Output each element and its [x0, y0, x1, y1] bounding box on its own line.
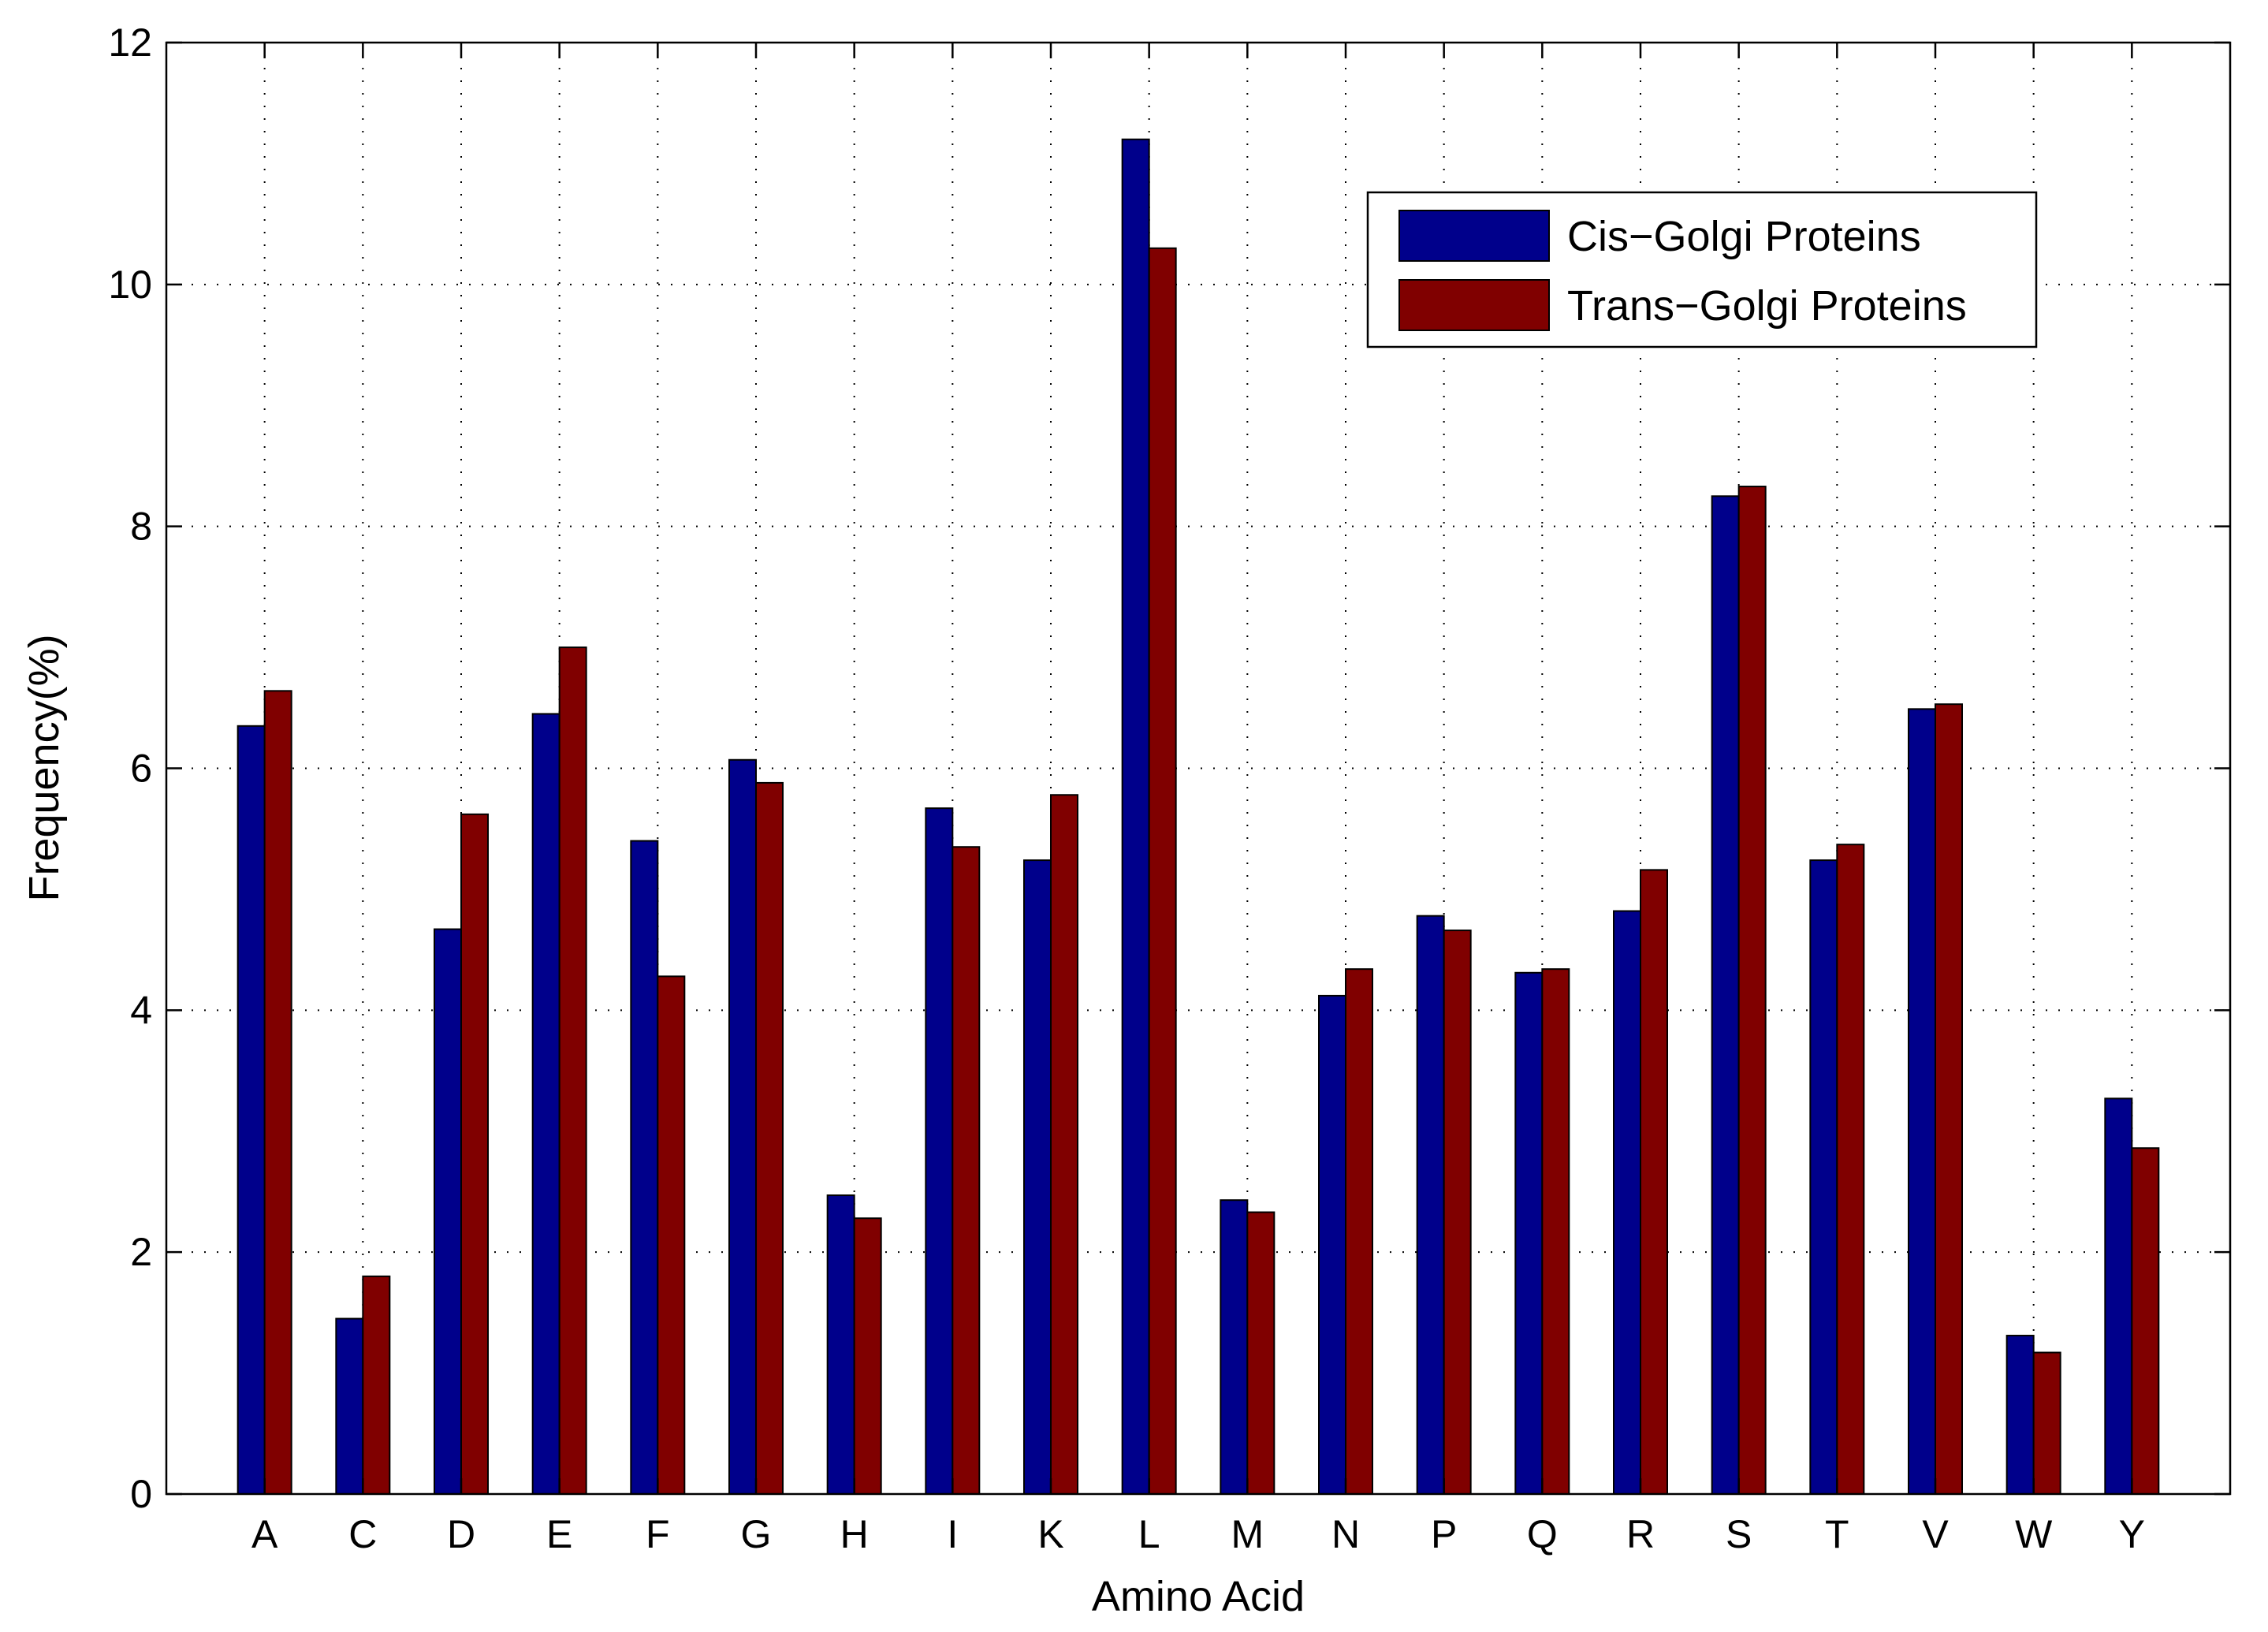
y-tick-label: 2	[130, 1230, 152, 1274]
x-tick-label: Y	[2119, 1512, 2145, 1556]
bar-cis-S	[1711, 495, 1740, 1495]
x-tick-label: S	[1726, 1512, 1752, 1556]
x-tick-label: R	[1626, 1512, 1655, 1556]
bar-trans-W	[2032, 1351, 2061, 1495]
bar-cis-M	[1220, 1199, 1249, 1495]
axis-ticks	[166, 41, 2230, 1496]
y-tick-label: 6	[130, 747, 152, 791]
bar-trans-P	[1443, 930, 1472, 1496]
y-tick-label: 4	[130, 988, 152, 1032]
legend-swatch-cis	[1398, 210, 1550, 262]
x-tick-label: A	[251, 1512, 278, 1556]
x-tick-label: N	[1331, 1512, 1360, 1556]
legend-label-trans: Trans−Golgi Proteins	[1567, 282, 1967, 330]
bar-cis-K	[1023, 859, 1052, 1495]
bar-trans-S	[1737, 486, 1767, 1495]
bar-trans-T	[1836, 844, 1865, 1495]
bar-trans-H	[853, 1217, 882, 1495]
x-tick-label: T	[1825, 1512, 1849, 1556]
bar-cis-T	[1809, 859, 1838, 1495]
bar-cis-E	[531, 713, 560, 1495]
bar-trans-V	[1935, 703, 1963, 1495]
x-axis-title: Amino Acid	[1092, 1573, 1305, 1620]
y-tick-label: 0	[130, 1472, 152, 1516]
bar-cis-C	[335, 1317, 364, 1495]
bars	[236, 138, 2160, 1496]
bar-cis-L	[1121, 138, 1150, 1496]
bar-cis-H	[826, 1194, 855, 1495]
bar-trans-M	[1246, 1211, 1276, 1496]
x-tick-label: M	[1231, 1512, 1264, 1556]
x-tick-label: C	[348, 1512, 377, 1556]
bar-trans-C	[362, 1275, 391, 1495]
bar-trans-N	[1345, 968, 1373, 1495]
x-tick-label: Q	[1527, 1512, 1558, 1556]
x-tick-label: F	[646, 1512, 670, 1556]
bar-cis-F	[630, 840, 659, 1496]
x-tick-label: K	[1037, 1512, 1063, 1556]
bar-cis-W	[2005, 1335, 2035, 1495]
bar-cis-P	[1416, 915, 1445, 1495]
legend-label-cis: Cis−Golgi Proteins	[1567, 213, 1921, 260]
x-tick-label: P	[1431, 1512, 1457, 1556]
bar-cis-G	[728, 758, 757, 1495]
x-tick-label: D	[447, 1512, 475, 1556]
x-tick-label: G	[741, 1512, 772, 1556]
bar-cis-Q	[1514, 971, 1544, 1495]
bar-trans-G	[755, 781, 784, 1495]
bar-trans-F	[657, 975, 686, 1496]
y-tick-label: 10	[108, 263, 152, 307]
x-tick-label: V	[1922, 1512, 1949, 1556]
bar-trans-I	[952, 846, 981, 1495]
bar-cis-A	[236, 725, 266, 1495]
x-tick-label: W	[2015, 1512, 2053, 1556]
x-tick-label: I	[947, 1512, 958, 1556]
bar-cis-I	[925, 807, 954, 1495]
legend: Cis−Golgi Proteins Trans−Golgi Proteins	[1366, 191, 2038, 348]
bar-trans-Q	[1541, 968, 1570, 1495]
legend-swatch-trans	[1398, 279, 1550, 331]
x-tick-label: H	[840, 1512, 869, 1556]
bar-trans-R	[1640, 869, 1668, 1495]
bar-trans-L	[1148, 247, 1177, 1495]
bar-trans-D	[460, 813, 489, 1495]
bar-trans-E	[558, 646, 587, 1495]
bar-cis-D	[434, 928, 462, 1495]
x-tick-label: L	[1138, 1512, 1160, 1556]
bar-trans-Y	[2131, 1147, 2160, 1496]
tick-labels: 0 2 4 6 8 10 12 A C D E F G H I K L M N P Q R S T V W Y	[108, 20, 2145, 1556]
bar-cis-N	[1318, 994, 1346, 1495]
y-axis-title: Frequency(%)	[20, 634, 68, 901]
bar-trans-A	[263, 690, 292, 1495]
bar-trans-K	[1050, 794, 1078, 1495]
y-tick-label: 12	[108, 20, 152, 65]
bar-cis-R	[1613, 910, 1641, 1495]
bar-cis-Y	[2104, 1097, 2133, 1495]
bar-cis-V	[1908, 708, 1936, 1495]
x-tick-label: E	[546, 1512, 572, 1556]
y-tick-label: 8	[130, 505, 152, 549]
